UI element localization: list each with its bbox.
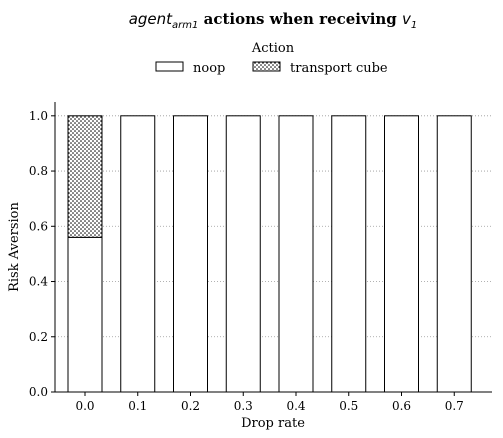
- x-tick-label: 0.5: [339, 399, 358, 413]
- y-tick-label: 0.8: [29, 164, 48, 178]
- bar-transport-cube-0.0: [67, 115, 103, 238]
- legend-swatch-transport-cube: [252, 61, 281, 72]
- x-tick-label: 0.4: [286, 399, 305, 413]
- legend-swatch-noop: [155, 61, 184, 72]
- x-tick-label: 0.1: [128, 399, 147, 413]
- x-tick-label: 0.3: [234, 399, 253, 413]
- y-tick-label: 0.2: [29, 330, 48, 344]
- legend: Action noop transport cube: [155, 41, 388, 76]
- legend-title: Action: [251, 41, 295, 56]
- axes: 0.0 0.2 0.4 0.6 0.8 1.0 0.0 0.1 0.2 0.3 0.4 0.5 0.6 0…: [29, 102, 492, 413]
- bar-noop-0.3: [225, 115, 261, 393]
- bar-noop-0.5: [331, 115, 367, 393]
- bar-noop-0.6: [384, 115, 419, 393]
- y-tick-label: 1.0: [29, 109, 48, 123]
- y-tick-label: 0.6: [29, 219, 48, 233]
- y-axis-label: Risk Aversion: [7, 201, 22, 291]
- legend-label-transport-cube: transport cube: [290, 61, 388, 76]
- chart-title: agentarm1 actions when receiving v1: [129, 10, 418, 31]
- x-tick-label: 0.2: [181, 399, 200, 413]
- x-tick-label: 0.7: [445, 399, 464, 413]
- legend-label-noop: noop: [193, 61, 225, 76]
- y-tick-label: 0.0: [29, 385, 48, 399]
- x-tick-label: 0.0: [75, 399, 94, 413]
- bar-noop-0.0: [67, 236, 103, 393]
- x-axis-label: Drop rate: [241, 416, 305, 431]
- bar-noop-0.1: [120, 115, 156, 393]
- bar-noop-0.2: [173, 115, 208, 393]
- bar-noop-0.7: [436, 115, 472, 393]
- y-tick-label: 0.4: [29, 275, 48, 289]
- bars: [67, 115, 472, 393]
- bar-noop-0.4: [278, 115, 314, 393]
- x-tick-label: 0.6: [392, 399, 411, 413]
